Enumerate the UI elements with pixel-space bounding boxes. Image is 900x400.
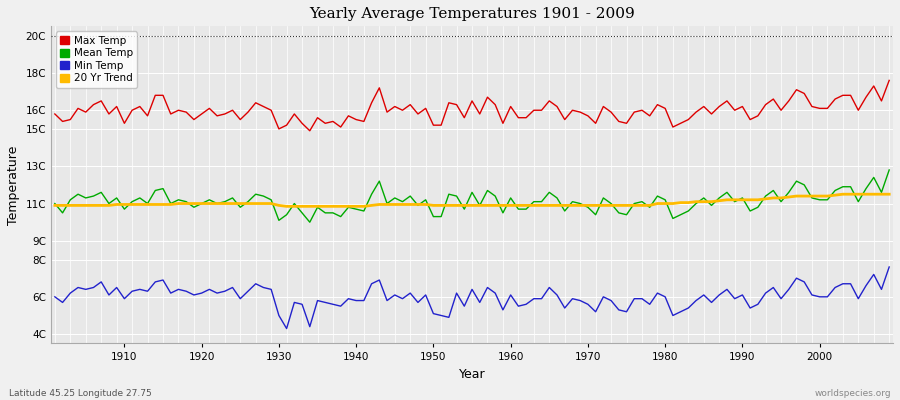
Y-axis label: Temperature: Temperature — [7, 145, 20, 224]
Text: Latitude 45.25 Longitude 27.75: Latitude 45.25 Longitude 27.75 — [9, 389, 152, 398]
X-axis label: Year: Year — [459, 368, 485, 381]
Legend: Max Temp, Mean Temp, Min Temp, 20 Yr Trend: Max Temp, Mean Temp, Min Temp, 20 Yr Tre… — [56, 32, 137, 88]
Text: worldspecies.org: worldspecies.org — [814, 389, 891, 398]
Title: Yearly Average Temperatures 1901 - 2009: Yearly Average Temperatures 1901 - 2009 — [309, 7, 634, 21]
